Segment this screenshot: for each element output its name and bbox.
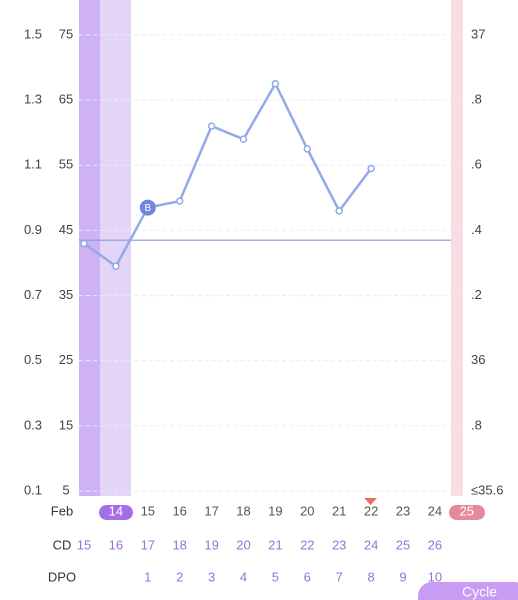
date-label: 18 bbox=[236, 503, 250, 518]
y-tick-label: ≤35.6 bbox=[471, 483, 503, 498]
date-label: 19 bbox=[268, 503, 282, 518]
annotation: B bbox=[144, 203, 151, 214]
y-tick-label: 0.9 bbox=[24, 222, 42, 237]
y-tick-label: 45 bbox=[59, 222, 73, 237]
y-tick-label: 55 bbox=[59, 157, 73, 172]
date-label: 21 bbox=[332, 503, 346, 518]
dpo-label: 7 bbox=[336, 569, 343, 584]
today-marker bbox=[364, 498, 377, 505]
y-tick-label: 65 bbox=[59, 92, 73, 107]
temperature-point bbox=[367, 164, 375, 173]
cd-label: 15 bbox=[77, 537, 91, 552]
y-tick-label: .8 bbox=[471, 91, 482, 106]
y-tick-label: .8 bbox=[471, 417, 482, 432]
y-tick-label: 0.5 bbox=[24, 352, 42, 367]
date-badge bbox=[99, 505, 133, 520]
y-tick-label: 0.1 bbox=[24, 482, 42, 497]
temperature-point bbox=[239, 135, 248, 143]
temperature-point bbox=[335, 207, 343, 215]
cycle-button[interactable] bbox=[418, 582, 518, 600]
y-tick-label: .2 bbox=[471, 287, 482, 302]
date-label: 24 bbox=[428, 503, 442, 518]
date-label: 16 bbox=[172, 503, 186, 518]
temperature-line bbox=[83, 81, 373, 269]
y-tick-label: 0.7 bbox=[24, 287, 42, 302]
dpo-label: 9 bbox=[399, 569, 406, 584]
dpo-label: 4 bbox=[240, 569, 247, 584]
cd-label: 22 bbox=[300, 537, 314, 552]
temperature-point bbox=[112, 262, 120, 270]
row-label: CD bbox=[53, 537, 72, 552]
y-tick-label: 1.1 bbox=[24, 157, 42, 172]
y-tick-label: 1.3 bbox=[24, 91, 42, 106]
cd-label: 18 bbox=[172, 537, 186, 552]
temperature-point bbox=[175, 197, 184, 205]
cd-label: 24 bbox=[364, 537, 378, 552]
date-label: 15 bbox=[141, 503, 155, 518]
row-label: DPO bbox=[48, 569, 76, 584]
cd-label: 25 bbox=[396, 537, 410, 552]
y-tick-label: 36 bbox=[471, 352, 485, 367]
temperature-point bbox=[207, 122, 216, 130]
y-tick-label: 5 bbox=[62, 482, 69, 497]
dpo-label: 2 bbox=[176, 569, 183, 584]
y-tick-label: 15 bbox=[59, 417, 73, 432]
row-label: Feb bbox=[51, 503, 73, 518]
date-label: 17 bbox=[204, 503, 218, 518]
date-label: 22 bbox=[364, 503, 378, 518]
dpo-label: 1 bbox=[144, 569, 151, 584]
cd-label: 23 bbox=[332, 537, 346, 552]
cd-label: 20 bbox=[236, 537, 250, 552]
date-label: 20 bbox=[300, 503, 314, 518]
y-tick-label: .6 bbox=[471, 157, 482, 172]
dpo-label: 5 bbox=[272, 569, 279, 584]
cd-label: 16 bbox=[109, 537, 123, 552]
date-label: 23 bbox=[396, 503, 410, 518]
y-tick-label: 1.5 bbox=[24, 26, 42, 41]
date-label: 25 bbox=[460, 503, 474, 518]
y-tick-label: 35 bbox=[59, 287, 73, 302]
cd-label: 19 bbox=[204, 537, 218, 552]
y-tick-label: 0.3 bbox=[24, 417, 42, 432]
dpo-label: 3 bbox=[208, 569, 215, 584]
dpo-label: 10 bbox=[428, 569, 442, 584]
cycle-button-label[interactable]: Cycle bbox=[462, 584, 497, 600]
temperature-point bbox=[303, 145, 312, 153]
cd-label: 17 bbox=[141, 537, 155, 552]
temperature-point bbox=[139, 199, 156, 216]
y-tick-label: 37 bbox=[471, 26, 485, 41]
temperature-point bbox=[271, 80, 280, 88]
y-tick-label: 25 bbox=[59, 352, 73, 367]
cd-label: 26 bbox=[428, 537, 442, 552]
temperature-point bbox=[80, 239, 88, 248]
dpo-label: 6 bbox=[304, 569, 311, 584]
y-tick-label: .4 bbox=[471, 222, 482, 237]
y-tick-label: 75 bbox=[59, 26, 73, 41]
dpo-label: 8 bbox=[367, 569, 374, 584]
date-label: 14 bbox=[109, 503, 123, 518]
next-period-band bbox=[451, 0, 463, 496]
cd-label: 21 bbox=[268, 537, 282, 552]
date-badge bbox=[449, 505, 485, 520]
